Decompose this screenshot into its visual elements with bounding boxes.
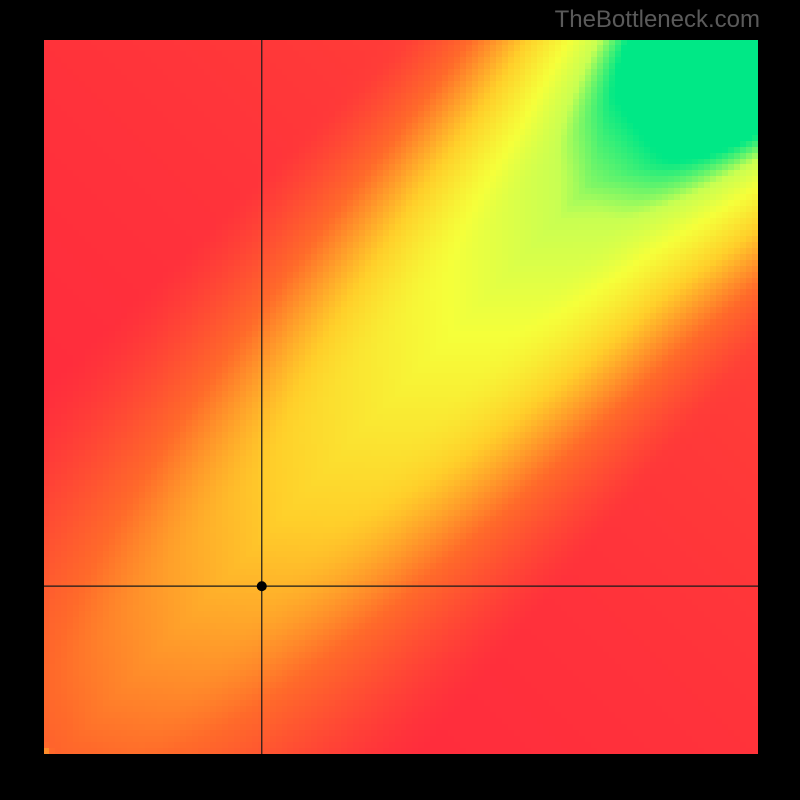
chart-container: TheBottleneck.com <box>0 0 800 800</box>
watermark-text: TheBottleneck.com <box>555 6 760 34</box>
bottleneck-heatmap <box>44 40 758 754</box>
